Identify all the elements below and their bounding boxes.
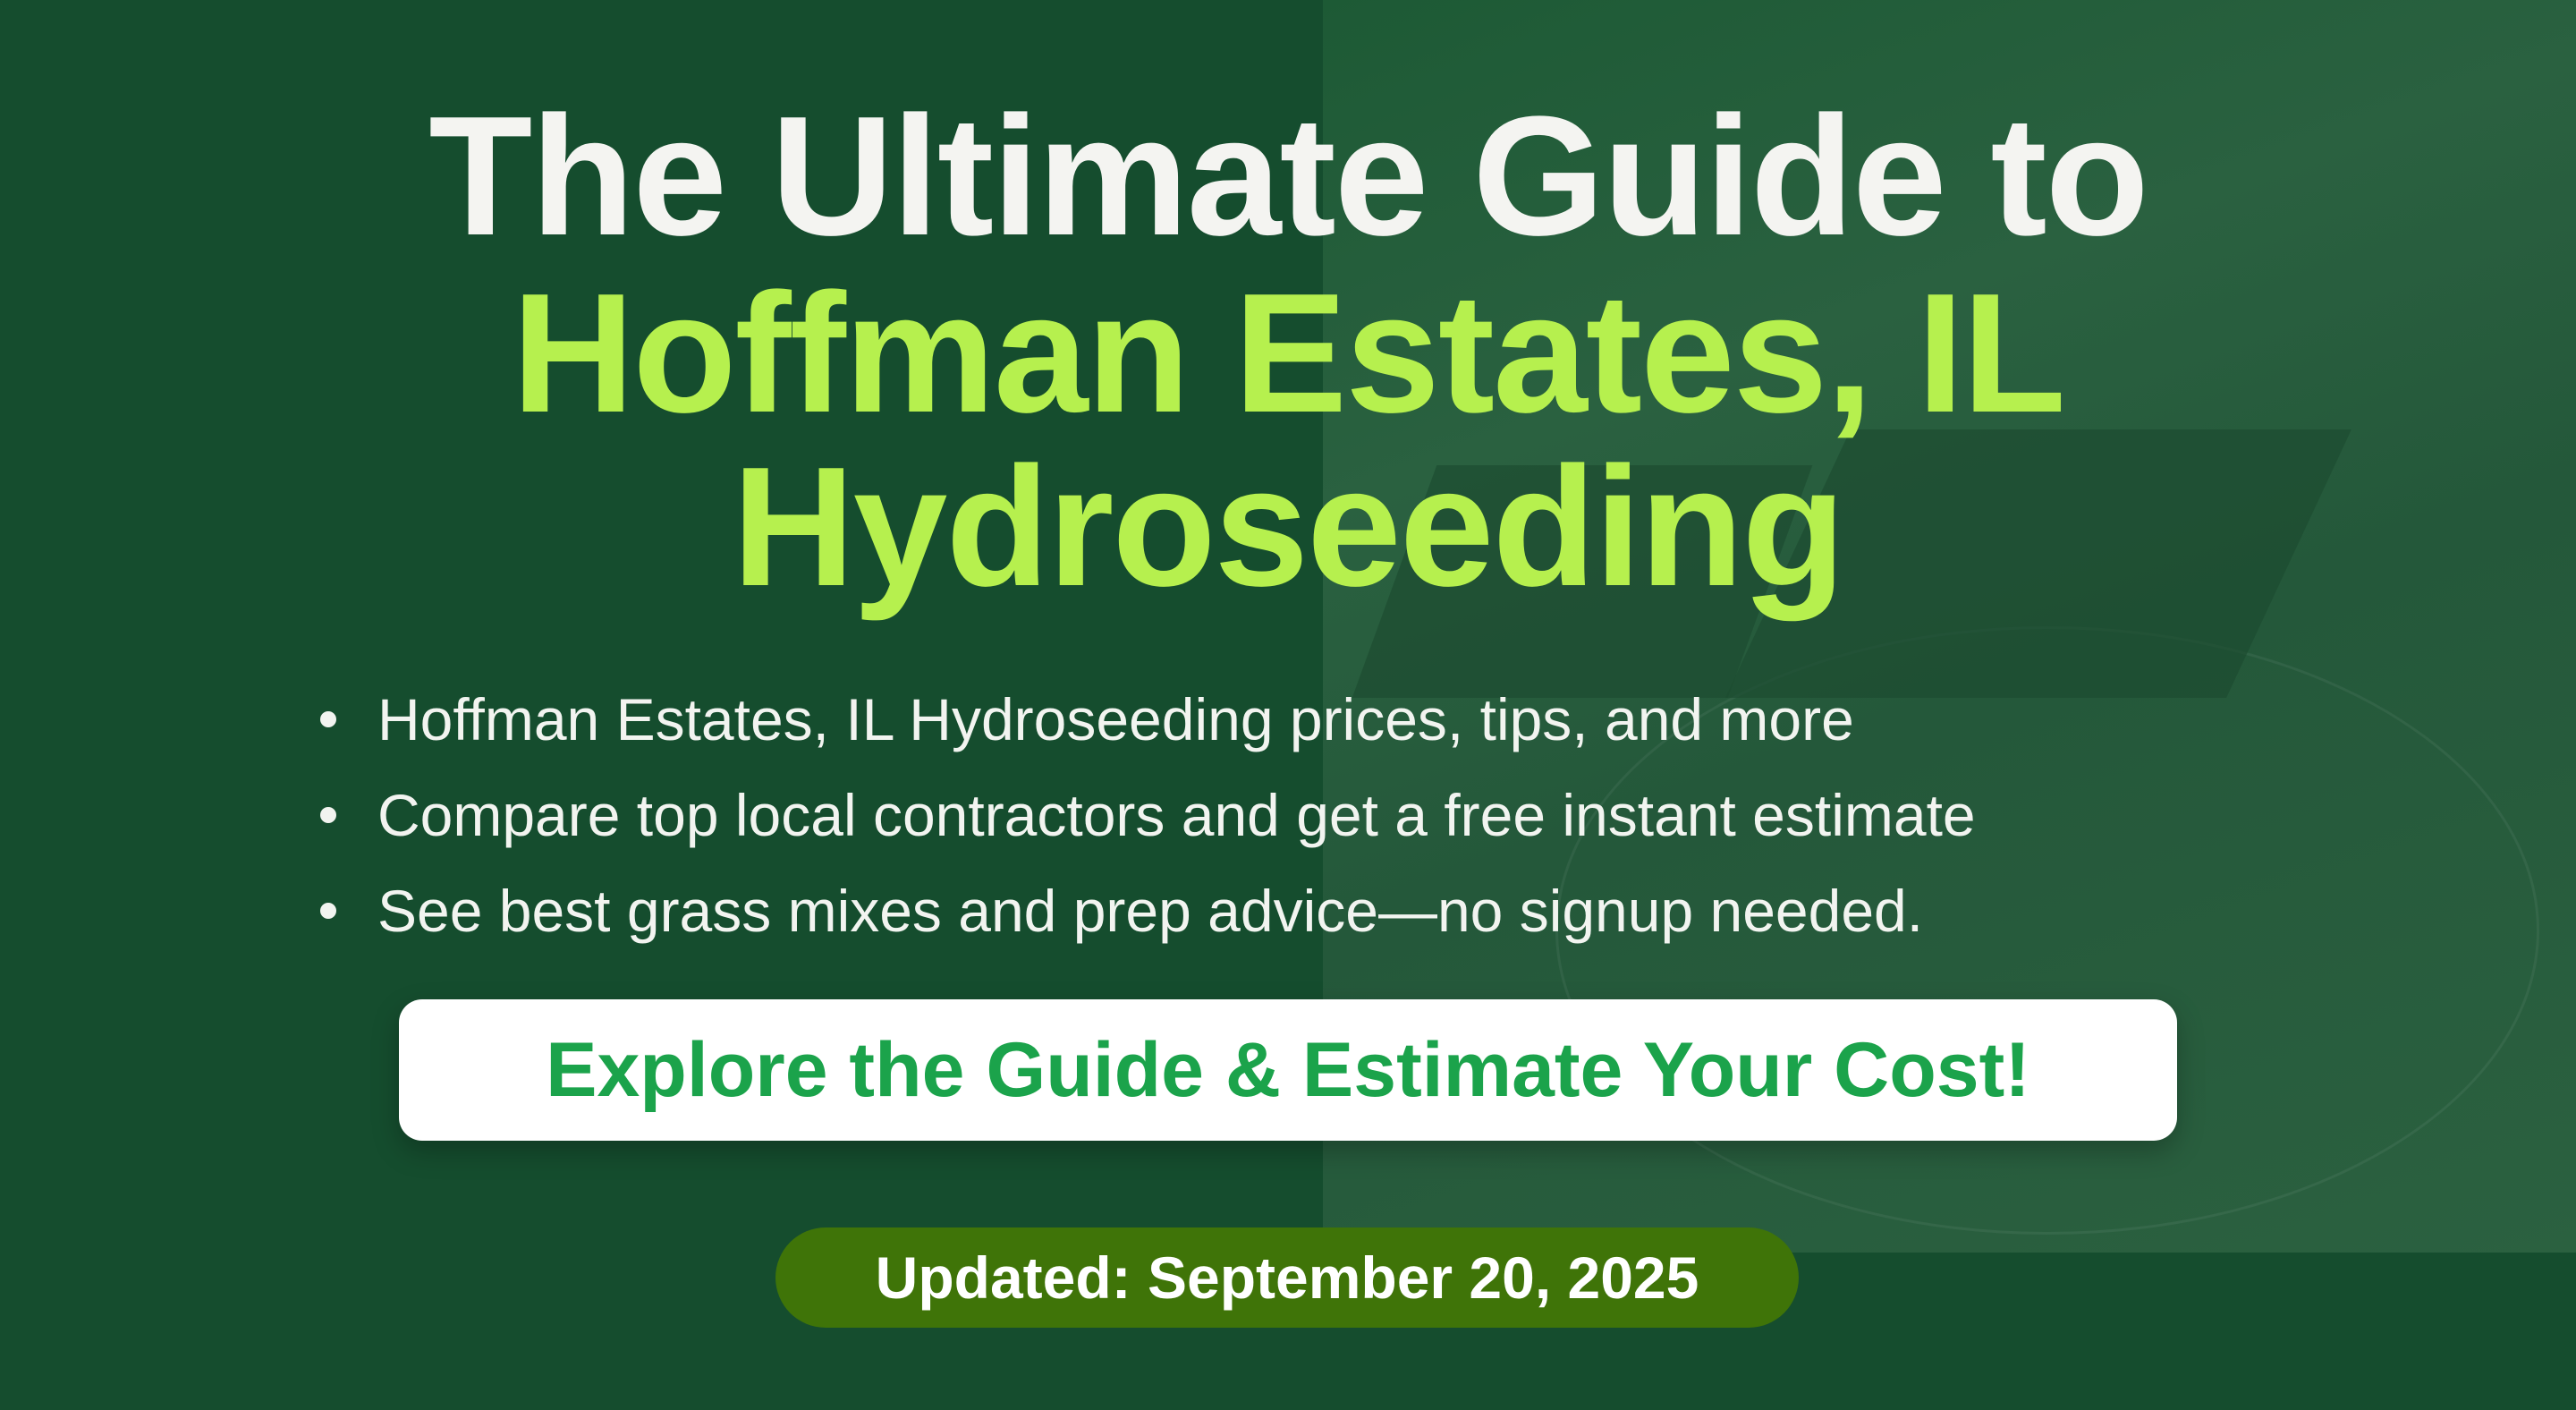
bullet-dot-icon bbox=[320, 902, 336, 919]
bullet-dot-icon bbox=[320, 806, 336, 823]
feature-bullet-list: Hoffman Estates, IL Hydroseeding prices,… bbox=[320, 671, 1976, 958]
headline-line-3: Hydroseeding bbox=[732, 432, 1846, 622]
bullet-item: See best grass mixes and prep advice—no … bbox=[320, 862, 1976, 958]
bullet-text: Compare top local contractors and get a … bbox=[377, 781, 1976, 848]
bullet-item: Hoffman Estates, IL Hydroseeding prices,… bbox=[320, 671, 1976, 767]
explore-guide-button[interactable]: Explore the Guide & Estimate Your Cost! bbox=[399, 999, 2177, 1141]
headline-line-1: The Ultimate Guide to bbox=[428, 81, 2148, 271]
bullet-dot-icon bbox=[320, 710, 336, 727]
bullet-item: Compare top local contractors and get a … bbox=[320, 767, 1976, 862]
bullet-text: See best grass mixes and prep advice—no … bbox=[377, 877, 1924, 944]
headline-line-2: Hoffman Estates, IL bbox=[512, 259, 2066, 448]
bullet-text: Hoffman Estates, IL Hydroseeding prices,… bbox=[377, 685, 1854, 752]
updated-date-badge: Updated: September 20, 2025 bbox=[775, 1227, 1799, 1328]
